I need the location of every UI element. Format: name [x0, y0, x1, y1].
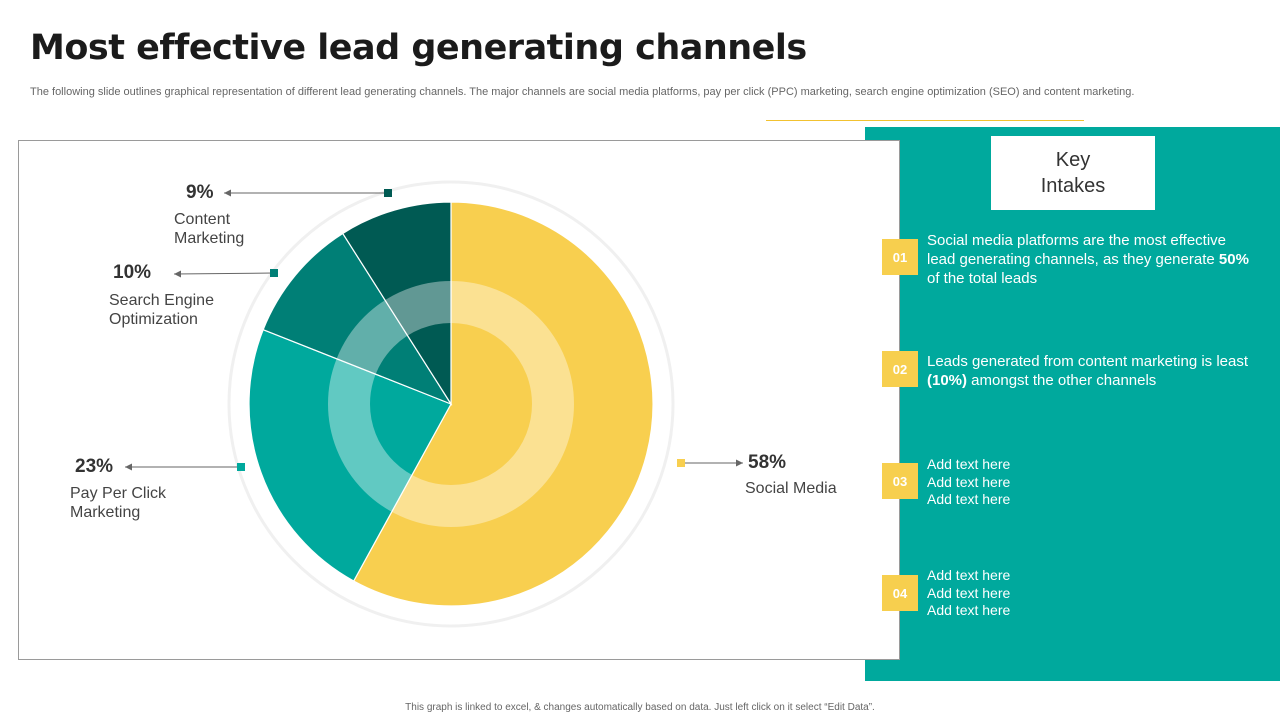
footer-note: This graph is linked to excel, & changes…: [405, 702, 875, 713]
ppc-pct: 23%: [75, 456, 114, 477]
intake-number-03: 03: [882, 463, 918, 499]
intake-01-text-before: Social media platforms are the most effe…: [927, 232, 1227, 268]
intake-number-01: 01: [882, 239, 918, 275]
content-marketing-label: Content Marketing: [174, 210, 244, 248]
intake-number-02: 02: [882, 351, 918, 387]
seo-label-line1: Search Engine: [109, 292, 214, 309]
leader-arrow-ppc: [125, 463, 132, 471]
seo-pct: 10%: [113, 262, 152, 283]
intake-02-bold: (10%): [927, 372, 968, 389]
key-intakes-title-line1: Key: [1055, 149, 1091, 171]
seo-label: Search Engine Optimization: [109, 291, 214, 329]
content-marketing-label-line1: Content: [174, 211, 231, 228]
outer-ring: [227, 180, 675, 628]
intake-01-text-after: of the total leads: [927, 270, 1038, 287]
intake-04-line: Add text here: [927, 584, 1011, 601]
leader-line-seo: [173, 272, 275, 275]
intake-number-04: 04: [882, 575, 918, 611]
leader-marker-content-marketing: [384, 189, 392, 197]
pie-slice-pay-per-click-marketing[interactable]: [248, 328, 452, 582]
leader-arrow-content-marketing: [224, 189, 231, 197]
intake-03-line: Add text here: [927, 456, 1011, 472]
ppc-label: Pay Per Click Marketing: [70, 484, 166, 522]
leader-marker-seo: [270, 269, 278, 277]
key-intakes-title-line2: Intakes: [1040, 175, 1106, 197]
leader-arrow-social-media: [736, 459, 743, 467]
page-subtitle: The following slide outlines graphical r…: [30, 86, 1135, 98]
social-media-pct: 58%: [748, 452, 787, 473]
content-marketing-pct: 9%: [186, 182, 214, 203]
accent-line: [766, 120, 1084, 121]
chart-container[interactable]: 9% Content Marketing 10% Search Engine O…: [18, 140, 900, 660]
social-media-label: Social Media: [745, 480, 837, 497]
intake-text-02[interactable]: Leads generated from content marketing i…: [927, 352, 1257, 390]
key-intakes-panel: [865, 127, 1280, 681]
pie-chart[interactable]: [19, 141, 899, 659]
leader-marker-ppc: [237, 463, 245, 471]
intake-02-text-after: amongst the other channels: [967, 372, 1157, 389]
intake-04-line: Add text here: [927, 602, 1011, 618]
intake-03-line: Add text here: [927, 473, 1011, 490]
key-intakes-title: Key Intakes: [991, 136, 1155, 210]
intake-01-bold: 50%: [1218, 251, 1249, 268]
leader-arrow-seo: [174, 270, 181, 278]
ppc-label-line2: Marketing: [70, 504, 141, 521]
intake-02-text-before: Leads generated from content marketing i…: [927, 353, 1249, 370]
page-title: Most effective lead generating channels: [30, 28, 807, 68]
seo-label-line2: Optimization: [109, 311, 198, 328]
inner-ring-overlay: [328, 281, 574, 527]
intake-text-04[interactable]: Add text here Add text here Add text her…: [927, 567, 1257, 620]
pie-slice-search-engine-optimization[interactable]: [262, 232, 453, 406]
intake-04-line: Add text here: [927, 567, 1011, 583]
leader-marker-social-media: [677, 459, 685, 467]
intake-text-01[interactable]: Social media platforms are the most effe…: [927, 231, 1257, 288]
intake-03-line: Add text here: [927, 491, 1011, 507]
intake-text-03[interactable]: Add text here Add text here Add text her…: [927, 456, 1257, 509]
ppc-label-line1: Pay Per Click: [70, 485, 167, 502]
content-marketing-label-line2: Marketing: [174, 230, 245, 247]
pie-slice-content-marketing[interactable]: [341, 201, 452, 407]
pie-slice-social-media[interactable]: [352, 201, 654, 607]
